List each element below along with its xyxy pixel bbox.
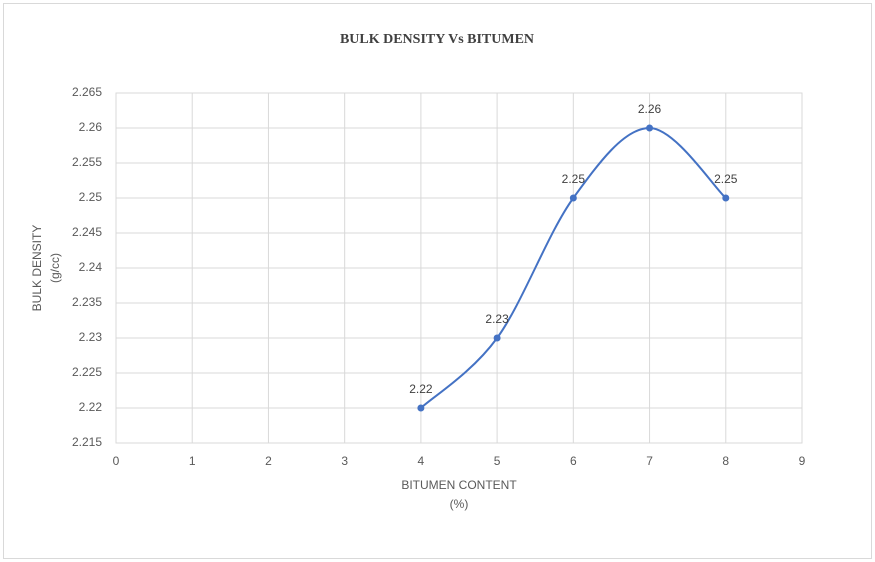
data-label: 2.25 xyxy=(562,172,586,186)
x-tick-label: 7 xyxy=(646,454,653,468)
y-tick-label: 2.265 xyxy=(72,85,102,99)
x-tick-label: 3 xyxy=(341,454,348,468)
y-tick-label: 2.25 xyxy=(79,190,103,204)
x-tick-label: 1 xyxy=(189,454,196,468)
x-tick-label: 5 xyxy=(494,454,501,468)
y-tick-label: 2.24 xyxy=(79,260,103,274)
x-tick-label: 8 xyxy=(722,454,729,468)
x-tick-label: 6 xyxy=(570,454,577,468)
y-tick-label: 2.225 xyxy=(72,365,102,379)
x-tick-label: 9 xyxy=(799,454,806,468)
y-tick-label: 2.23 xyxy=(79,330,103,344)
x-tick-label: 0 xyxy=(113,454,120,468)
data-label: 2.25 xyxy=(714,172,738,186)
y-tick-label: 2.245 xyxy=(72,225,102,239)
y-axis-label-group: BULK DENSITY (g/cc) xyxy=(30,225,62,312)
chart-frame xyxy=(3,3,872,559)
chart-title: BULK DENSITY Vs BITUMEN xyxy=(340,32,534,47)
x-axis-label: BITUMEN CONTENT xyxy=(401,478,517,492)
x-tick-label: 4 xyxy=(418,454,425,468)
marker xyxy=(722,194,730,202)
marker xyxy=(493,334,501,342)
data-label: 2.26 xyxy=(638,102,662,116)
y-tick-label: 2.22 xyxy=(79,400,103,414)
data-label: 2.23 xyxy=(485,312,509,326)
marker xyxy=(417,404,425,412)
data-label: 2.22 xyxy=(409,382,433,396)
marker xyxy=(646,124,654,132)
y-tick-label: 2.235 xyxy=(72,295,102,309)
marker xyxy=(569,194,577,202)
y-tick-label: 2.215 xyxy=(72,435,102,449)
y-tick-label: 2.255 xyxy=(72,155,102,169)
x-tick-label: 2 xyxy=(265,454,272,468)
x-axis-label: (%) xyxy=(450,497,469,511)
y-axis-label: BULK DENSITY xyxy=(30,225,44,312)
plot-border xyxy=(115,92,803,444)
y-tick-label: 2.26 xyxy=(79,120,103,134)
y-axis-label: (g/cc) xyxy=(48,253,62,283)
